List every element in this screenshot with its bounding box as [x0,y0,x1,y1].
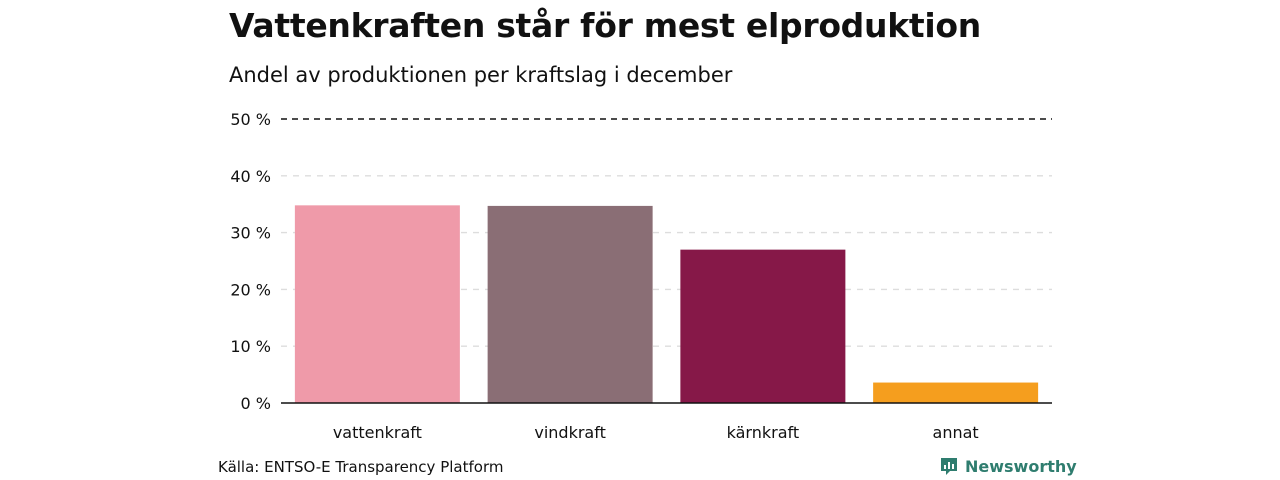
axes: 0 % 10 % 20 % 30 % 40 % 50 % vattenkraft vindkr… [230,110,1052,442]
y-tick-label: 40 % [230,167,271,186]
bar-kärnkraft [680,249,846,403]
brand-logo: Newsworthy [939,456,1077,476]
bar-annat [873,382,1039,403]
y-tick-label: 30 % [230,224,271,243]
gridlines [281,118,1052,347]
bar-vindkraft [487,205,653,403]
y-tick-label: 50 % [230,110,271,129]
bars [294,205,1039,403]
y-tick-label: 10 % [230,337,271,356]
x-tick-label: vattenkraft [333,423,422,442]
y-tick-label: 0 % [241,394,271,413]
bar-chart-icon [941,458,957,475]
chart-subtitle: Andel av produktionen per kraftslag i de… [229,63,733,87]
x-tick-label: vindkraft [534,423,605,442]
source-note: Källa: ENTSO-E Transparency Platform [218,458,504,476]
bar-vattenkraft [294,205,460,403]
y-tick-label: 20 % [230,280,271,299]
chart-title: Vattenkraften står för mest elproduktion [229,6,981,45]
x-tick-label: annat [933,423,979,442]
brand-name: Newsworthy [965,456,1077,476]
x-tick-label: kärnkraft [727,423,800,442]
bar-chart: 0 % 10 % 20 % 30 % 40 % 50 % vattenkraft vindkr… [230,110,1052,442]
